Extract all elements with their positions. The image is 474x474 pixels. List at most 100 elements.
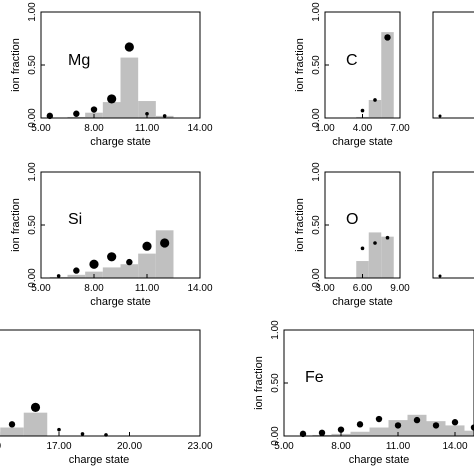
bar-2-4 <box>120 264 139 278</box>
point-1-1 <box>373 98 377 102</box>
y-tick-label-2-1: 0.50 <box>27 215 38 235</box>
point-5-8 <box>451 419 459 426</box>
point-5-9 <box>470 424 474 431</box>
x-tick-label-1-2: 7.00 <box>390 123 410 134</box>
y-tick-label-3-1: 0.50 <box>311 215 322 235</box>
bar-3-2 <box>381 236 394 278</box>
x-tick-label-1-1: 4.00 <box>353 123 373 134</box>
point-5-2 <box>337 426 345 433</box>
point-0-6 <box>162 114 167 118</box>
bar-5-5 <box>407 414 427 436</box>
point-4-4 <box>8 421 16 428</box>
clipped-panel-point-0 <box>438 114 442 118</box>
bar-0-2 <box>67 116 86 118</box>
bar-2-5 <box>138 253 156 278</box>
x-axis-label-0: charge state <box>90 136 151 148</box>
x-tick-label-5-1: 8.00 <box>331 441 351 452</box>
y-tick-label-5-2: 1.00 <box>270 320 281 340</box>
x-tick-label-5-0: 5.00 <box>274 441 294 452</box>
point-0-3 <box>107 94 117 104</box>
point-2-0 <box>56 274 61 278</box>
point-4-7 <box>80 432 85 436</box>
y-tick-label-0-0: 0.00 <box>27 108 38 128</box>
y-tick-label-3-2: 1.00 <box>311 162 322 182</box>
plot-frame-2 <box>40 171 201 279</box>
clipped-panel-frame-0 <box>432 11 474 119</box>
y-tick-label-1-0: 0.00 <box>311 108 322 128</box>
bar-4-5 <box>23 412 48 436</box>
bar-1-3 <box>381 32 394 118</box>
x-tick-label-5-2: 11.00 <box>386 441 411 452</box>
y-axis-label-0: ion fraction <box>10 38 22 92</box>
point-0-1 <box>73 110 80 117</box>
x-tick-label-2-3: 14.00 <box>187 283 212 294</box>
y-tick-label-1-1: 0.50 <box>311 55 322 75</box>
point-1-0 <box>360 108 365 113</box>
point-5-4 <box>375 415 383 423</box>
point-3-2 <box>385 235 390 240</box>
element-label-0: Mg <box>68 52 90 69</box>
x-axis-label-2: charge state <box>90 296 151 308</box>
point-2-6 <box>160 238 170 248</box>
element-label-2: Si <box>68 211 82 228</box>
x-tick-label-2-1: 8.00 <box>84 283 104 294</box>
point-2-1 <box>73 267 80 274</box>
bar-0-4 <box>102 102 121 118</box>
point-0-5 <box>145 111 149 116</box>
chart-panel-5: 5.00 8.00 11.00 14.00 0.00 0.50 1.00 charge sta… <box>253 320 474 466</box>
chart-panel-4: 14.00 17.00 20.00 23.00 charge state <box>0 329 213 466</box>
element-label-5: Fe <box>305 369 324 386</box>
bar-5-2 <box>350 431 370 436</box>
x-tick-label-1-0: 1.00 <box>315 123 335 134</box>
clipped-panel-point-1 <box>438 274 442 278</box>
point-0-0 <box>46 112 54 120</box>
x-tick-label-3-1: 6.00 <box>353 283 373 294</box>
x-tick-label-5-3: 14.00 <box>442 441 467 452</box>
element-label-3: O <box>346 211 358 228</box>
bar-2-6 <box>155 230 174 278</box>
x-tick-label-0-1: 8.00 <box>84 123 104 134</box>
bar-4-4 <box>0 427 24 436</box>
point-2-4 <box>126 258 133 266</box>
point-5-0 <box>299 430 307 438</box>
bar-5-3 <box>369 427 389 436</box>
x-tick-label-0-0: 5.00 <box>31 123 51 134</box>
element-label-1: C <box>346 52 358 69</box>
x-axis-label-5: charge state <box>349 454 410 466</box>
point-3-1 <box>373 241 377 245</box>
y-tick-label-2-2: 1.00 <box>27 162 38 182</box>
bar-0-6 <box>138 101 156 118</box>
bar-3-1 <box>368 232 382 278</box>
y-tick-label-3-0: 0.00 <box>311 268 322 288</box>
x-tick-label-0-2: 11.00 <box>135 123 160 134</box>
chart-panel-2: 5.00 8.00 11.00 14.00 0.00 0.50 1.00 charge sta… <box>10 162 213 308</box>
y-tick-label-1-2: 1.00 <box>311 2 322 22</box>
point-5-3 <box>356 421 364 428</box>
x-tick-label-3-0: 3.00 <box>315 283 335 294</box>
bar-1-2 <box>368 99 382 118</box>
point-0-4 <box>124 42 134 52</box>
bar-5-7 <box>445 425 465 436</box>
point-3-0 <box>360 246 365 251</box>
y-tick-label-0-2: 1.00 <box>27 2 38 22</box>
x-axis-label-1: charge state <box>332 136 393 148</box>
point-5-7 <box>432 422 440 429</box>
point-4-5 <box>30 402 41 412</box>
y-axis-label-5: ion fraction <box>253 356 265 410</box>
clipped-panel-frame-1 <box>432 171 474 279</box>
point-5-1 <box>318 429 326 437</box>
x-tick-label-4-0: 14.00 <box>0 441 1 452</box>
y-tick-label-5-0: 0.00 <box>270 426 281 446</box>
y-tick-label-5-1: 0.50 <box>270 373 281 393</box>
bar-0-5 <box>120 57 139 118</box>
y-tick-label-0-1: 0.50 <box>27 55 38 75</box>
y-axis-label-2: ion fraction <box>10 198 22 252</box>
point-0-2 <box>90 106 98 113</box>
point-2-3 <box>107 252 117 262</box>
point-1-2 <box>384 34 391 41</box>
x-tick-label-2-0: 5.00 <box>31 283 51 294</box>
y-axis-label-3: ion fraction <box>294 198 306 252</box>
bar-3-0 <box>356 261 369 278</box>
y-axis-label-1: ion fraction <box>294 38 306 92</box>
